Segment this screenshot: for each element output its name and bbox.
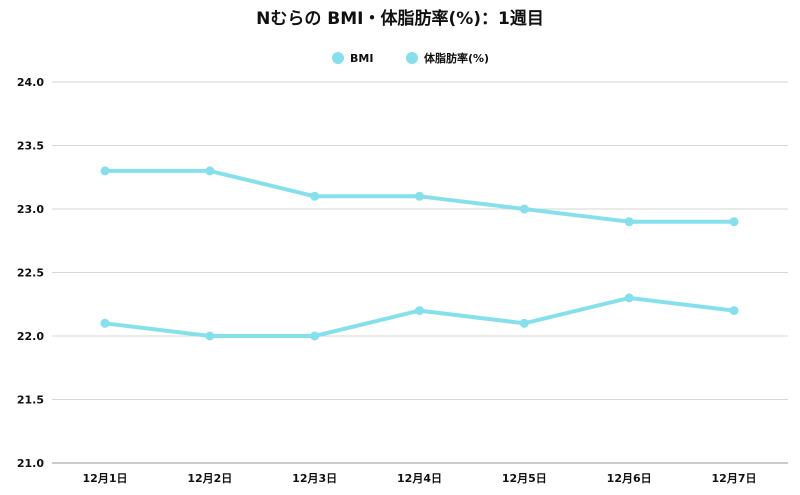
x-tick-label: 12月4日 xyxy=(397,472,442,485)
legend-label-body-fat: 体脂肪率(%) xyxy=(424,51,489,65)
legend-label-bmi: BMI xyxy=(350,52,373,65)
legend: BMI 体脂肪率(%) xyxy=(332,51,489,65)
legend-item-body-fat[interactable]: 体脂肪率(%) xyxy=(406,51,489,65)
legend-marker-body-fat xyxy=(406,52,418,64)
x-tick-label: 12月1日 xyxy=(83,472,128,485)
legend-marker-bmi xyxy=(332,52,344,64)
data-point[interactable] xyxy=(205,331,215,341)
x-tick-label: 12月6日 xyxy=(607,472,652,485)
data-point[interactable] xyxy=(729,306,739,316)
data-point[interactable] xyxy=(415,306,424,316)
data-point[interactable] xyxy=(415,191,424,201)
data-point[interactable] xyxy=(519,318,529,328)
y-tick-label: 22.5 xyxy=(17,267,44,280)
data-point[interactable] xyxy=(100,166,110,176)
x-tick-label: 12月2日 xyxy=(187,472,232,485)
data-point[interactable] xyxy=(519,204,529,214)
y-axis: 21.0 21.5 22.0 22.5 23.0 23.5 24.0 xyxy=(17,76,44,470)
x-axis: 12月1日 12月2日 12月3日 12月4日 12月5日 12月6日 12月7日 xyxy=(83,472,757,485)
series-line xyxy=(103,295,736,338)
y-tick-label: 24.0 xyxy=(17,76,44,89)
x-tick-label: 12月3日 xyxy=(292,472,337,485)
data-point[interactable] xyxy=(100,318,110,328)
data-point[interactable] xyxy=(205,166,215,176)
y-tick-label: 23.0 xyxy=(17,203,44,216)
data-point[interactable] xyxy=(310,191,320,201)
x-tick-label: 12月5日 xyxy=(502,472,547,485)
data-point[interactable] xyxy=(624,217,634,227)
series-body-fat xyxy=(100,166,739,227)
series-bmi xyxy=(100,293,739,341)
y-tick-label: 21.0 xyxy=(17,457,44,470)
chart-title: Nむらの BMI・体脂肪率(%)：1週目 xyxy=(256,8,544,29)
data-point[interactable] xyxy=(624,293,634,303)
legend-item-bmi[interactable]: BMI xyxy=(332,52,373,65)
y-tick-label: 21.5 xyxy=(17,394,44,407)
y-tick-label: 23.5 xyxy=(17,140,44,153)
y-tick-label: 22.0 xyxy=(17,330,44,343)
data-point[interactable] xyxy=(729,217,739,227)
gridlines xyxy=(52,81,788,464)
x-tick-label: 12月7日 xyxy=(712,472,757,485)
series-layer xyxy=(100,166,739,341)
data-point[interactable] xyxy=(310,331,320,341)
